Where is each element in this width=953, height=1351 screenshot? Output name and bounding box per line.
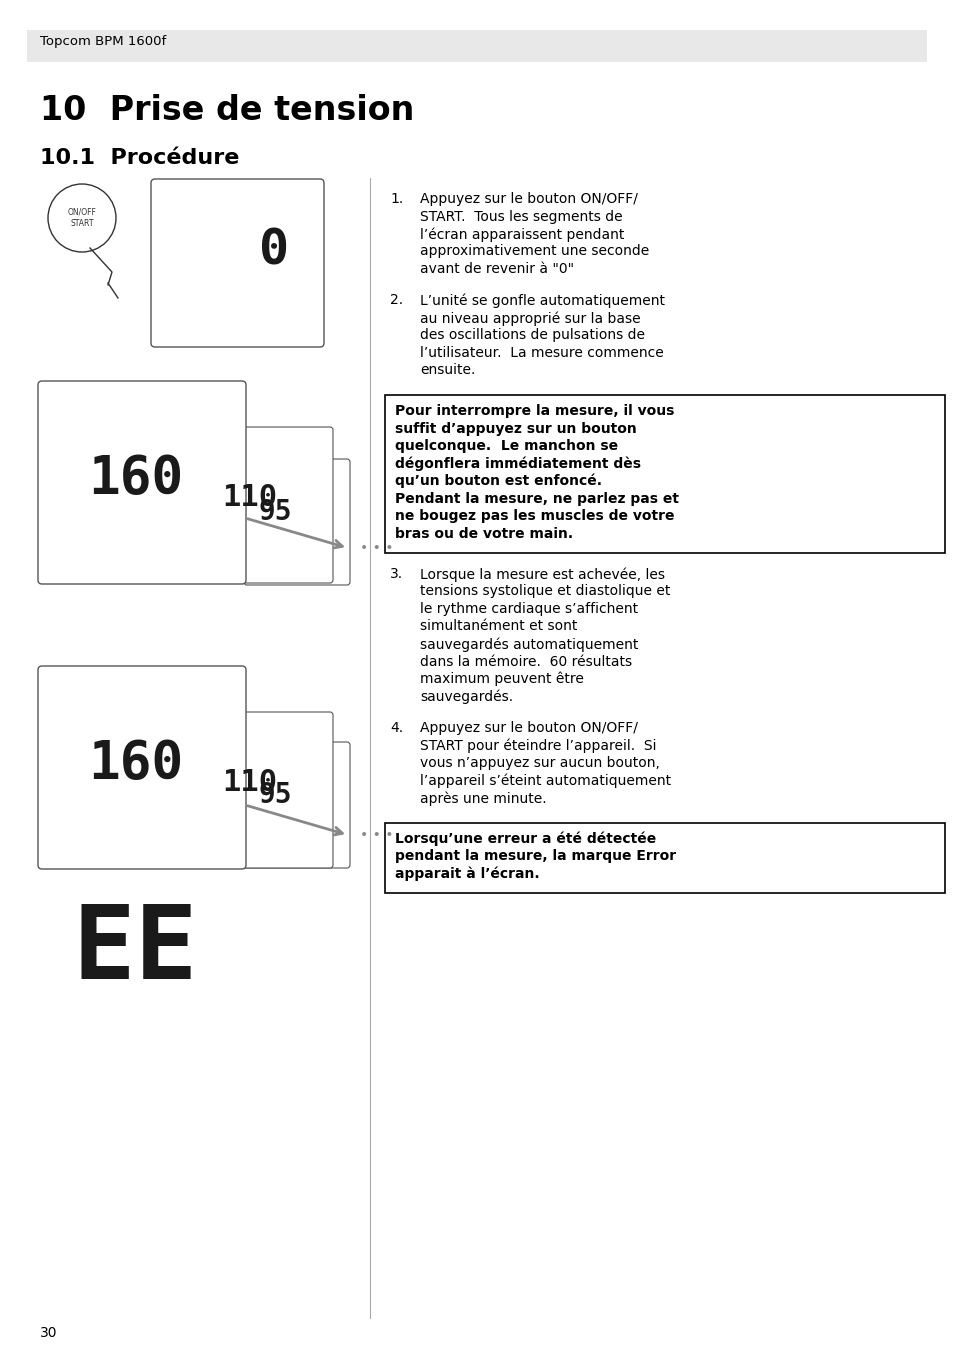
Text: 30: 30 — [40, 1325, 57, 1340]
Text: 160: 160 — [89, 738, 183, 789]
Text: vous n’appuyez sur aucun bouton,: vous n’appuyez sur aucun bouton, — [419, 757, 659, 770]
Text: 0: 0 — [258, 226, 289, 274]
Text: 110: 110 — [222, 484, 276, 512]
FancyBboxPatch shape — [151, 178, 324, 347]
Text: sauvegardés.: sauvegardés. — [419, 689, 513, 704]
Text: Pendant la mesure, ne parlez pas et: Pendant la mesure, ne parlez pas et — [395, 492, 679, 505]
Text: 110: 110 — [222, 767, 276, 797]
Text: 1.: 1. — [390, 192, 403, 205]
Text: dégonflera immédiatement dès: dégonflera immédiatement dès — [395, 457, 640, 471]
Text: 95: 95 — [258, 781, 293, 809]
Text: l’appareil s’éteint automatiquement: l’appareil s’éteint automatiquement — [419, 774, 670, 788]
Text: START: START — [71, 219, 93, 228]
Text: approximativement une seconde: approximativement une seconde — [419, 245, 649, 258]
Text: l’utilisateur.  La mesure commence: l’utilisateur. La mesure commence — [419, 346, 663, 359]
Text: maximum peuvent être: maximum peuvent être — [419, 671, 583, 686]
Text: Lorsqu’une erreur a été détectée: Lorsqu’une erreur a été détectée — [395, 831, 656, 846]
Text: après une minute.: après une minute. — [419, 790, 546, 805]
Text: le rythme cardiaque s’affichent: le rythme cardiaque s’affichent — [419, 603, 638, 616]
Text: dans la mémoire.  60 résultats: dans la mémoire. 60 résultats — [419, 654, 632, 669]
FancyBboxPatch shape — [196, 427, 333, 584]
Text: 160: 160 — [89, 453, 183, 505]
Text: apparait à l’écran.: apparait à l’écran. — [395, 866, 539, 881]
FancyBboxPatch shape — [196, 712, 333, 867]
Text: sauvegardés automatiquement: sauvegardés automatiquement — [419, 638, 638, 651]
Text: suffit d’appuyez sur un bouton: suffit d’appuyez sur un bouton — [395, 422, 636, 435]
Text: quelconque.  Le manchon se: quelconque. Le manchon se — [395, 439, 618, 453]
Text: Lorsque la mesure est achevée, les: Lorsque la mesure est achevée, les — [419, 567, 664, 581]
FancyBboxPatch shape — [244, 459, 350, 585]
Text: Pour interrompre la mesure, il vous: Pour interrompre la mesure, il vous — [395, 404, 674, 417]
Text: avant de revenir à "0": avant de revenir à "0" — [419, 262, 574, 276]
Text: • • •: • • • — [359, 540, 393, 555]
Text: simultanément et sont: simultanément et sont — [419, 620, 577, 634]
Text: EE: EE — [72, 900, 197, 1000]
Text: START.  Tous les segments de: START. Tous les segments de — [419, 209, 622, 223]
Bar — [27, 30, 926, 62]
Text: Appuyez sur le bouton ON/OFF/: Appuyez sur le bouton ON/OFF/ — [419, 721, 638, 735]
FancyBboxPatch shape — [38, 666, 246, 869]
Text: ON/OFF: ON/OFF — [68, 208, 96, 216]
Text: 4.: 4. — [390, 721, 403, 735]
Text: qu’un bouton est enfoncé.: qu’un bouton est enfoncé. — [395, 474, 601, 489]
Text: ne bougez pas les muscles de votre: ne bougez pas les muscles de votre — [395, 509, 674, 523]
Bar — [385, 823, 944, 893]
Text: pendant la mesure, la marque Error: pendant la mesure, la marque Error — [395, 848, 676, 863]
Text: 10  Prise de tension: 10 Prise de tension — [40, 93, 414, 127]
Text: 10.1  Procédure: 10.1 Procédure — [40, 149, 239, 168]
FancyBboxPatch shape — [38, 381, 246, 584]
Text: au niveau approprié sur la base: au niveau approprié sur la base — [419, 311, 640, 326]
Text: tensions systolique et diastolique et: tensions systolique et diastolique et — [419, 585, 670, 598]
Text: 95: 95 — [258, 499, 293, 527]
Text: 3.: 3. — [390, 567, 403, 581]
Text: Appuyez sur le bouton ON/OFF/: Appuyez sur le bouton ON/OFF/ — [419, 192, 638, 205]
Text: L’unité se gonfle automatiquement: L’unité se gonfle automatiquement — [419, 293, 664, 308]
Text: bras ou de votre main.: bras ou de votre main. — [395, 527, 573, 540]
Text: l’écran apparaissent pendant: l’écran apparaissent pendant — [419, 227, 623, 242]
Text: Topcom BPM 1600f: Topcom BPM 1600f — [40, 35, 166, 49]
Text: • • •: • • • — [359, 828, 393, 842]
Text: 2.: 2. — [390, 293, 403, 308]
Bar — [385, 394, 944, 553]
Text: ensuite.: ensuite. — [419, 363, 475, 377]
Text: des oscillations de pulsations de: des oscillations de pulsations de — [419, 328, 644, 343]
Text: START pour éteindre l’appareil.  Si: START pour éteindre l’appareil. Si — [419, 739, 656, 753]
FancyBboxPatch shape — [244, 742, 350, 867]
